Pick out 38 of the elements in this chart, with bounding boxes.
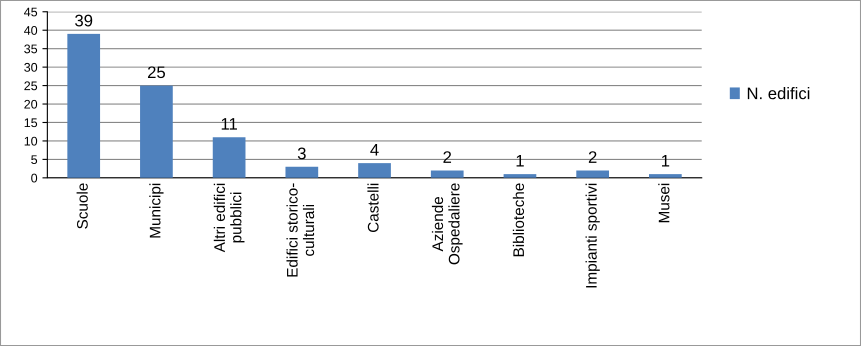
bar [430, 170, 464, 178]
y-tick-label: 30 [24, 62, 38, 72]
legend-label: N. edifici [748, 87, 810, 100]
data-label: 2 [443, 151, 452, 163]
x-tick-label: Impianti sportivi [586, 184, 600, 288]
x-tick-label: Biblioteche [512, 183, 524, 256]
x-tick-label: Scuole [76, 183, 88, 229]
bar [285, 166, 318, 178]
data-label: 11 [222, 118, 237, 130]
bar [504, 174, 536, 178]
data-label: 3 [298, 148, 306, 160]
data-label: 1 [516, 155, 524, 167]
data-label: 2 [588, 151, 596, 163]
y-tick-label: 35 [24, 44, 38, 54]
y-tick-label: 40 [24, 26, 38, 35]
bar [67, 34, 100, 178]
y-tick-label: 0 [31, 174, 38, 182]
x-tick-label: Castelli [367, 184, 379, 232]
bar [576, 170, 610, 178]
y-tick-label: 20 [24, 100, 38, 109]
y-tick-label: 25 [24, 81, 38, 90]
x-tick-label: Altri edifici pubblici [214, 184, 244, 252]
data-label: 4 [370, 144, 379, 156]
y-tick-label: 10 [24, 136, 38, 146]
data-label: 25 [148, 66, 165, 78]
bar [358, 163, 391, 178]
y-tick-label: 45 [24, 8, 38, 16]
y-tick-label: 15 [24, 118, 38, 128]
bar [649, 174, 682, 178]
data-label: 1 [662, 155, 670, 167]
x-tick-label: Musei [658, 184, 670, 222]
bar [140, 86, 173, 178]
x-tick-label: Municipi [149, 184, 164, 238]
data-label: 39 [75, 14, 92, 26]
x-tick-label: Edifici storico- culturali [286, 183, 314, 277]
y-tick-label: 5 [31, 155, 38, 164]
bar [212, 137, 246, 178]
x-tick-label: Aziende Ospedaliere [432, 183, 463, 264]
